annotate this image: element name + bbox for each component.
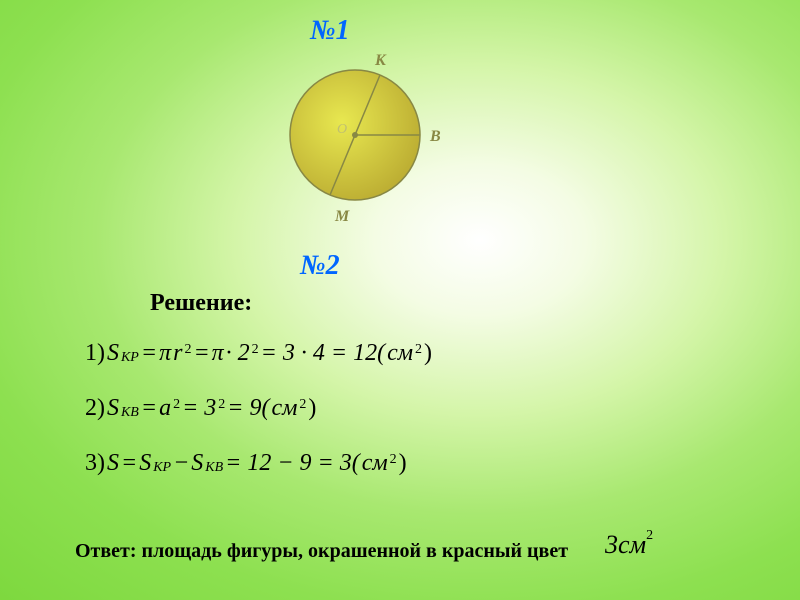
formula-row-1: 1) SКР = πr2 = π · 22 = 3 · 4 = 12(см2) bbox=[85, 340, 432, 367]
r2-eq1: = bbox=[141, 395, 157, 422]
r1-S: S bbox=[107, 340, 119, 367]
ans-cm: см bbox=[618, 530, 646, 559]
r3-close: ) bbox=[399, 450, 407, 477]
r3-eq1: = bbox=[121, 450, 137, 477]
r3-eq2: = 12 − 9 = 3( bbox=[225, 450, 360, 477]
title-n2: №2 bbox=[300, 250, 340, 282]
r3-sub2: КВ bbox=[205, 460, 223, 476]
r1-pi2: π bbox=[212, 340, 224, 367]
r2-eq2: = 3 bbox=[182, 395, 216, 422]
ans-sup: 2 bbox=[646, 528, 653, 543]
r2-sup2: 2 bbox=[218, 397, 225, 413]
r1-eq3: = 3 · 4 = 12( bbox=[261, 340, 385, 367]
r1-eq2: = bbox=[193, 340, 209, 367]
ans-num: 3 bbox=[605, 530, 618, 559]
r3-cm: см bbox=[362, 450, 388, 477]
r1-pi: π bbox=[159, 340, 171, 367]
r2-close: ) bbox=[308, 395, 316, 422]
answer-text: Ответ: площадь фигуры, окрашенной в крас… bbox=[75, 540, 568, 563]
label-b: В bbox=[430, 128, 441, 146]
r1-sup2: 2 bbox=[252, 342, 259, 358]
r1-cm: см bbox=[387, 340, 413, 367]
r1-eq1: = bbox=[141, 340, 157, 367]
r3-S: S bbox=[107, 450, 119, 477]
r1-r: r bbox=[173, 340, 182, 367]
r2-sub: КВ bbox=[121, 405, 139, 421]
r1-sup1: 2 bbox=[184, 342, 191, 358]
r3-S1: S bbox=[139, 450, 151, 477]
center-dot bbox=[352, 132, 358, 138]
title-n1: №1 bbox=[310, 15, 350, 47]
r3-sub1: КР bbox=[153, 460, 171, 476]
r1-dot: · 2 bbox=[226, 340, 250, 367]
r2-sup3: 2 bbox=[299, 397, 306, 413]
label-o: О bbox=[337, 122, 347, 138]
label-k: К bbox=[375, 52, 386, 70]
r3-S2: S bbox=[191, 450, 203, 477]
r2-a: a bbox=[159, 395, 171, 422]
r2-eq3: = 9( bbox=[227, 395, 269, 422]
solution-label: Решение: bbox=[150, 290, 252, 317]
r3-num: 3) bbox=[85, 450, 105, 477]
label-m: М bbox=[335, 208, 349, 226]
r1-sub: КР bbox=[121, 350, 139, 366]
r2-cm: см bbox=[271, 395, 297, 422]
circle-svg bbox=[280, 60, 440, 220]
r1-sup3: 2 bbox=[415, 342, 422, 358]
circle-diagram: К В М О bbox=[280, 60, 430, 210]
r2-num: 2) bbox=[85, 395, 105, 422]
r3-sup3: 2 bbox=[390, 452, 397, 468]
r2-S: S bbox=[107, 395, 119, 422]
r1-num: 1) bbox=[85, 340, 105, 367]
formula-row-2: 2) SКВ = a2 = 32 = 9(см2) bbox=[85, 395, 316, 422]
r1-close: ) bbox=[424, 340, 432, 367]
answer-value: 3см2 bbox=[605, 530, 653, 560]
r3-minus: − bbox=[173, 450, 189, 477]
formula-row-3: 3) S = SКР − SКВ = 12 − 9 = 3(см2) bbox=[85, 450, 407, 477]
r2-sup1: 2 bbox=[173, 397, 180, 413]
